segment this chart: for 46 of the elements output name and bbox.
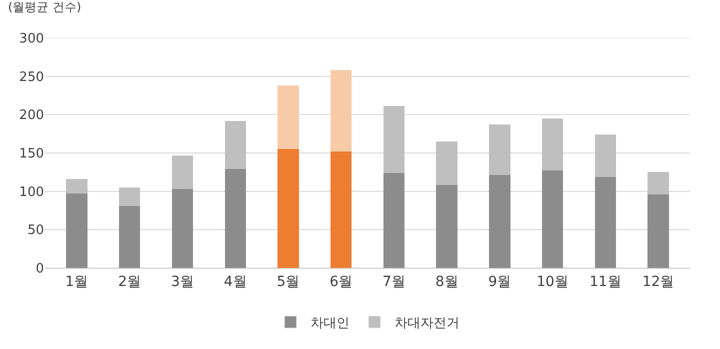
bar <box>330 151 352 268</box>
bar <box>489 175 510 268</box>
y-tick-label: 300 <box>19 32 44 47</box>
x-tick-label: 3월 <box>171 274 194 290</box>
bar <box>172 189 194 268</box>
y-tick-label: 50 <box>27 223 44 238</box>
x-tick-label: 7월 <box>382 274 406 290</box>
legend-label: 차대인 <box>310 316 350 332</box>
bar <box>383 172 405 268</box>
bar <box>224 169 246 268</box>
x-tick-label: 2월 <box>118 274 142 290</box>
y-tick-label: 100 <box>19 184 44 200</box>
bar <box>594 134 616 177</box>
y-axis-title: (월평균 건수) <box>8 0 82 14</box>
y-tick-label: 150 <box>19 146 44 162</box>
x-tick-label: 6월 <box>330 274 353 290</box>
x-tick-label: 10월 <box>536 274 568 290</box>
bar <box>648 194 669 268</box>
x-tick-label: 8월 <box>435 274 458 290</box>
bar <box>542 170 564 268</box>
y-tick-label: 0 <box>36 262 44 277</box>
bar <box>436 185 458 268</box>
y-tick-label: 250 <box>19 70 44 85</box>
bar <box>542 118 564 171</box>
legend-label: 차대자전거 <box>394 316 460 332</box>
x-tick-label: 1월 <box>65 274 88 290</box>
x-tick-label: 11월 <box>589 274 622 290</box>
bar <box>66 179 88 194</box>
bar <box>119 206 140 268</box>
bar <box>119 188 140 206</box>
bar <box>648 172 669 194</box>
x-tick-label: 12월 <box>642 274 674 290</box>
bar <box>489 124 510 176</box>
bar <box>330 70 352 152</box>
y-tick-label: 200 <box>19 108 44 124</box>
bar <box>66 194 88 268</box>
bar <box>172 155 194 190</box>
bar <box>224 120 246 170</box>
bar <box>383 106 405 173</box>
x-tick-label: 4월 <box>224 274 247 290</box>
x-tick-label: 5월 <box>276 274 300 290</box>
bar <box>594 176 616 268</box>
bar <box>436 142 458 186</box>
bar <box>278 86 299 150</box>
x-tick-label: 9월 <box>488 274 512 290</box>
bar <box>278 149 299 268</box>
